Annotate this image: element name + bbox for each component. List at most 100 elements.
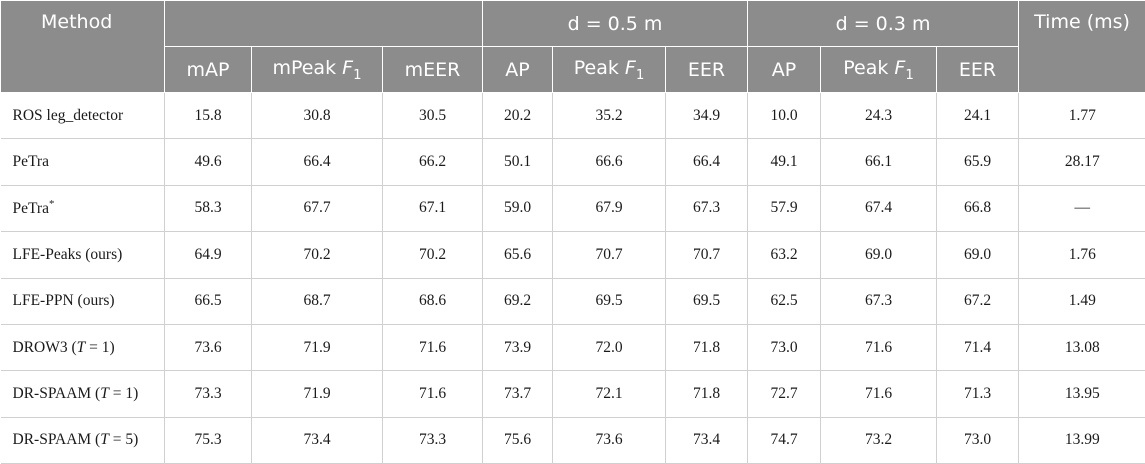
value-cell: 30.5 xyxy=(383,93,483,139)
method-cell: LFE-Peaks (ours) xyxy=(1,232,165,278)
value-cell: 28.17 xyxy=(1019,139,1145,185)
col-peak-f1-d03: Peak F1 xyxy=(821,47,937,93)
method-cell: ROS leg_detector xyxy=(1,93,165,139)
value-cell: — xyxy=(1019,185,1145,231)
value-cell: 34.9 xyxy=(666,93,748,139)
method-cell: PeTra xyxy=(1,139,165,185)
value-cell: 70.2 xyxy=(383,232,483,278)
value-cell: 13.08 xyxy=(1019,324,1145,370)
value-cell: 66.5 xyxy=(165,278,252,324)
value-cell: 71.8 xyxy=(666,324,748,370)
method-header: Method xyxy=(1,1,165,93)
value-cell: 71.8 xyxy=(666,371,748,417)
col-ap-d05: AP xyxy=(483,47,553,93)
header-row-groups: Method d = 0.5 m d = 0.3 m Time (ms) xyxy=(1,1,1145,47)
value-cell: 69.0 xyxy=(821,232,937,278)
value-cell: 62.5 xyxy=(748,278,821,324)
value-cell: 69.2 xyxy=(483,278,553,324)
value-cell: 68.6 xyxy=(383,278,483,324)
group-header-d05: d = 0.5 m xyxy=(483,1,748,47)
value-cell: 67.3 xyxy=(821,278,937,324)
value-cell: 30.8 xyxy=(252,93,383,139)
value-cell: 67.4 xyxy=(821,185,937,231)
value-cell: 67.1 xyxy=(383,185,483,231)
value-cell: 50.1 xyxy=(483,139,553,185)
value-cell: 20.2 xyxy=(483,93,553,139)
value-cell: 71.6 xyxy=(383,324,483,370)
value-cell: 73.7 xyxy=(483,371,553,417)
value-cell: 71.4 xyxy=(937,324,1019,370)
method-cell: DROW3 (T = 1) xyxy=(1,324,165,370)
value-cell: 70.7 xyxy=(553,232,666,278)
value-cell: 57.9 xyxy=(748,185,821,231)
value-cell: 66.4 xyxy=(666,139,748,185)
method-cell: DR-SPAAM (T = 1) xyxy=(1,371,165,417)
value-cell: 64.9 xyxy=(165,232,252,278)
col-eer-d05: EER xyxy=(666,47,748,93)
value-cell: 35.2 xyxy=(553,93,666,139)
value-cell: 66.2 xyxy=(383,139,483,185)
value-cell: 72.7 xyxy=(748,371,821,417)
col-map: mAP xyxy=(165,47,252,93)
value-cell: 24.3 xyxy=(821,93,937,139)
value-cell: 66.4 xyxy=(252,139,383,185)
value-cell: 15.8 xyxy=(165,93,252,139)
value-cell: 1.49 xyxy=(1019,278,1145,324)
col-mpeak-f1: mPeak F1 xyxy=(252,47,383,93)
value-cell: 65.9 xyxy=(937,139,1019,185)
value-cell: 69.5 xyxy=(666,278,748,324)
value-cell: 73.9 xyxy=(483,324,553,370)
time-header: Time (ms) xyxy=(1019,1,1145,93)
col-eer-d03: EER xyxy=(937,47,1019,93)
header-row-metrics: mAP mPeak F1 mEER AP Peak F1 EER AP Peak… xyxy=(1,47,1145,93)
value-cell: 71.3 xyxy=(937,371,1019,417)
value-cell: 49.1 xyxy=(748,139,821,185)
value-cell: 63.2 xyxy=(748,232,821,278)
value-cell: 59.0 xyxy=(483,185,553,231)
value-cell: 24.1 xyxy=(937,93,1019,139)
value-cell: 67.2 xyxy=(937,278,1019,324)
value-cell: 10.0 xyxy=(748,93,821,139)
col-meer: mEER xyxy=(383,47,483,93)
value-cell: 73.0 xyxy=(748,324,821,370)
value-cell: 67.7 xyxy=(252,185,383,231)
value-cell: 49.6 xyxy=(165,139,252,185)
value-cell: 72.1 xyxy=(553,371,666,417)
col-ap-d03: AP xyxy=(748,47,821,93)
col-peak-f1-d05: Peak F1 xyxy=(553,47,666,93)
value-cell: 1.76 xyxy=(1019,232,1145,278)
value-cell: 68.7 xyxy=(252,278,383,324)
method-cell: PeTra* xyxy=(1,185,165,231)
value-cell: 71.9 xyxy=(252,324,383,370)
value-cell: 72.0 xyxy=(553,324,666,370)
value-cell: 71.6 xyxy=(821,324,937,370)
value-cell: 69.0 xyxy=(937,232,1019,278)
value-cell: 1.77 xyxy=(1019,93,1145,139)
method-cell: LFE-PPN (ours) xyxy=(1,278,165,324)
group-header-d03: d = 0.3 m xyxy=(748,1,1019,47)
value-cell: 69.5 xyxy=(553,278,666,324)
value-cell: 67.3 xyxy=(666,185,748,231)
value-cell: 58.3 xyxy=(165,185,252,231)
value-cell: 66.8 xyxy=(937,185,1019,231)
group-header-overall xyxy=(165,1,483,47)
value-cell: 67.9 xyxy=(553,185,666,231)
value-cell: 66.1 xyxy=(821,139,937,185)
value-cell: 13.95 xyxy=(1019,371,1145,417)
value-cell: 70.7 xyxy=(666,232,748,278)
value-cell: 70.2 xyxy=(252,232,383,278)
value-cell: 71.6 xyxy=(383,371,483,417)
value-cell: 71.9 xyxy=(252,371,383,417)
value-cell: 65.6 xyxy=(483,232,553,278)
value-cell: 66.6 xyxy=(553,139,666,185)
value-cell: 71.6 xyxy=(821,371,937,417)
value-cell: 73.3 xyxy=(165,371,252,417)
value-cell: 73.6 xyxy=(165,324,252,370)
